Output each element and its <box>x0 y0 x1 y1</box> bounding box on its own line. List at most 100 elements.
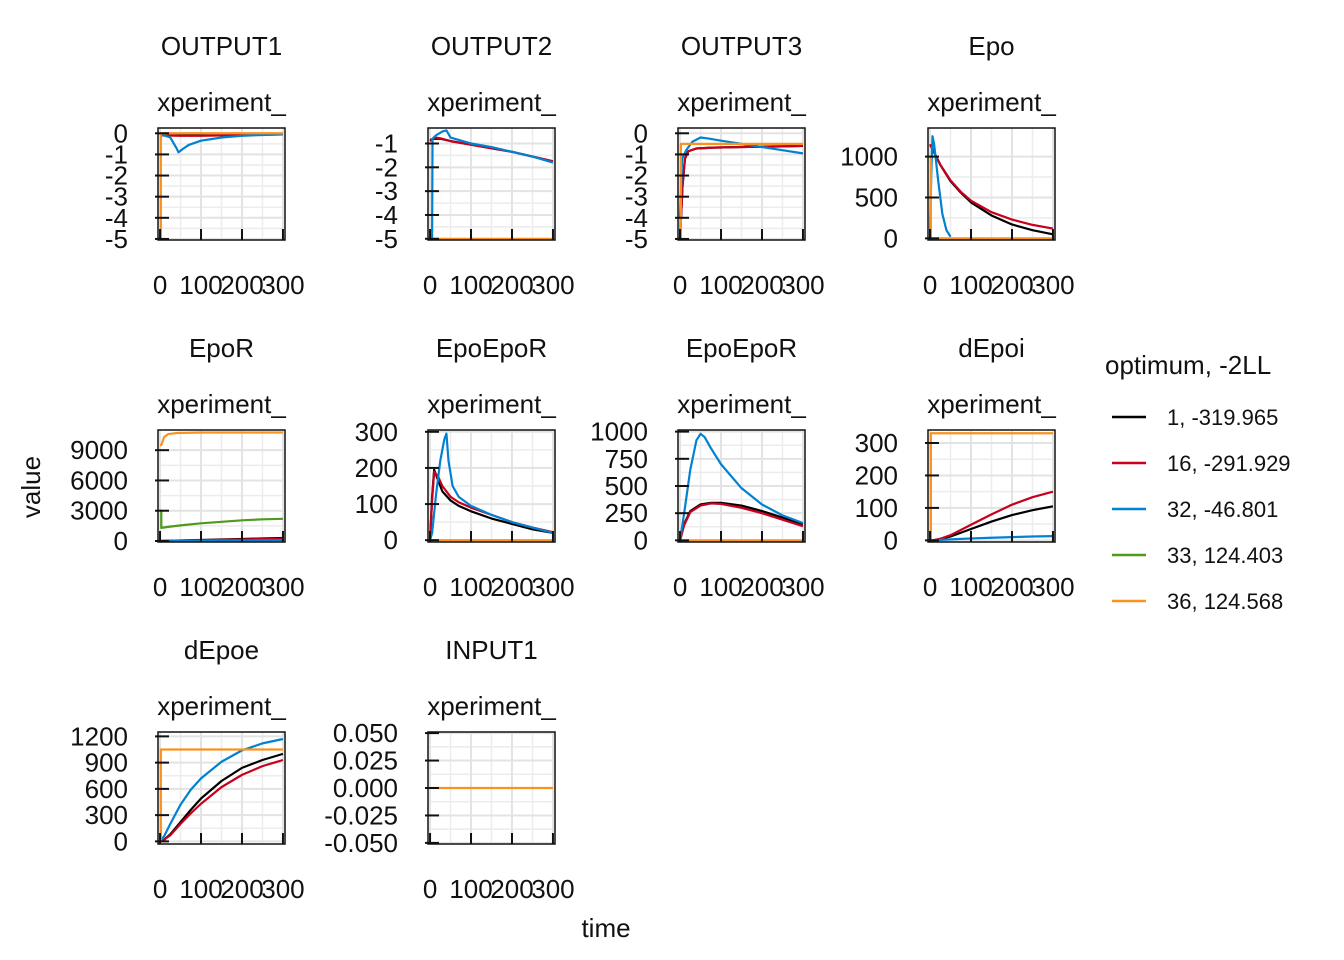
y-tick-label: -5 <box>375 224 398 254</box>
x-tick-label: 0 <box>153 874 167 904</box>
y-tick-label: -5 <box>625 224 648 254</box>
x-tick-label: 0 <box>673 270 687 300</box>
x-tick-label: 0 <box>923 270 937 300</box>
y-tick-label: 3000 <box>70 496 128 526</box>
x-tick-label: 200 <box>220 270 263 300</box>
y-tick-label: 500 <box>855 182 898 212</box>
legend-label: 33, 124.403 <box>1167 543 1283 568</box>
legend-items: 1, -319.965 16, -291.929 32, -46.801 33, 12… <box>1112 405 1291 614</box>
y-tick-label: 0 <box>634 118 648 148</box>
y-tick-label: 1200 <box>70 721 128 751</box>
panel-strip-label: xperiment_ <box>677 87 806 117</box>
panel-border <box>927 429 1056 543</box>
x-tick-label: 100 <box>699 270 742 300</box>
y-tick-label: 1000 <box>840 142 898 172</box>
x-axis-title: time <box>581 913 630 943</box>
series-line <box>159 758 284 843</box>
x-tick-label: 300 <box>781 572 824 602</box>
legend-label: 32, -46.801 <box>1167 497 1278 522</box>
panel-title: EpoEpoR <box>436 333 547 363</box>
y-tick-label: 0 <box>114 826 128 856</box>
y-tick-label: 200 <box>855 460 898 490</box>
y-tick-label: 0 <box>384 525 398 555</box>
y-tick-label: 250 <box>605 498 648 528</box>
x-tick-label: 0 <box>423 874 437 904</box>
x-tick-label: 0 <box>923 572 937 602</box>
series-line <box>678 432 804 541</box>
y-tick-label: -2 <box>375 152 398 182</box>
legend-label: 36, 124.568 <box>1167 589 1283 614</box>
x-tick-label: 100 <box>949 270 992 300</box>
y-tick-label: 6000 <box>70 465 128 495</box>
panel-title: dEpoi <box>958 333 1025 363</box>
panel-series <box>429 129 554 240</box>
panel-strip-label: xperiment_ <box>157 691 286 721</box>
y-tick-label: 0.050 <box>333 718 398 748</box>
y-tick-label: -0.050 <box>324 828 398 858</box>
x-tick-label: 200 <box>220 874 263 904</box>
panel-border <box>427 127 556 241</box>
y-tick-label: 200 <box>355 453 398 483</box>
panel-series <box>160 431 283 542</box>
y-tick-label: 300 <box>355 417 398 447</box>
panel-border <box>677 127 806 241</box>
panel-title: INPUT1 <box>445 635 537 665</box>
legend: optimum, -2LL 1, -319.965 16, -291.929 32,… <box>1105 350 1291 614</box>
x-tick-label: 100 <box>949 572 992 602</box>
series-line <box>678 502 804 541</box>
y-tick-label: -2 <box>625 161 648 191</box>
panel-strip-label: xperiment_ <box>427 87 556 117</box>
y-tick-label: 300 <box>85 800 128 830</box>
panel-border <box>157 429 286 543</box>
x-tick-label: 300 <box>531 572 574 602</box>
x-tick-label: 100 <box>699 572 742 602</box>
legend-title: optimum, -2LL <box>1105 350 1271 380</box>
panel-series <box>678 432 804 542</box>
y-tick-label: 600 <box>85 774 128 804</box>
x-tick-label: 300 <box>261 874 304 904</box>
x-tick-label: 0 <box>153 572 167 602</box>
y-tick-label: 0.025 <box>333 746 398 776</box>
x-tick-label: 300 <box>261 572 304 602</box>
y-tick-label: -3 <box>375 176 398 206</box>
y-tick-label: 0 <box>114 118 128 148</box>
panel-title: dEpoe <box>184 635 259 665</box>
series-line <box>159 132 283 154</box>
y-tick-label: -2 <box>105 161 128 191</box>
y-tick-label: 0 <box>884 525 898 555</box>
y-tick-label: 900 <box>85 748 128 778</box>
x-tick-label: 200 <box>490 572 533 602</box>
panel-strip-label: xperiment_ <box>927 87 1056 117</box>
y-tick-label: 1000 <box>590 417 648 447</box>
x-tick-label: 300 <box>531 874 574 904</box>
panel-border <box>427 429 556 543</box>
y-tick-label: -1 <box>625 139 648 169</box>
x-tick-label: 300 <box>1031 572 1074 602</box>
panel-title: OUTPUT3 <box>681 31 802 61</box>
x-tick-label: 100 <box>179 270 222 300</box>
series-line <box>160 509 283 529</box>
x-tick-label: 0 <box>423 572 437 602</box>
panel-grid <box>158 732 285 844</box>
panel-strip-label: xperiment_ <box>157 87 286 117</box>
x-tick-label: 0 <box>153 270 167 300</box>
panel-strip-label: xperiment_ <box>427 691 556 721</box>
x-tick-label: 100 <box>449 874 492 904</box>
x-tick-label: 100 <box>449 270 492 300</box>
x-tick-label: 300 <box>1031 270 1074 300</box>
series-line <box>678 136 804 218</box>
x-tick-label: 200 <box>490 874 533 904</box>
panel-strip-label: xperiment_ <box>157 389 286 419</box>
